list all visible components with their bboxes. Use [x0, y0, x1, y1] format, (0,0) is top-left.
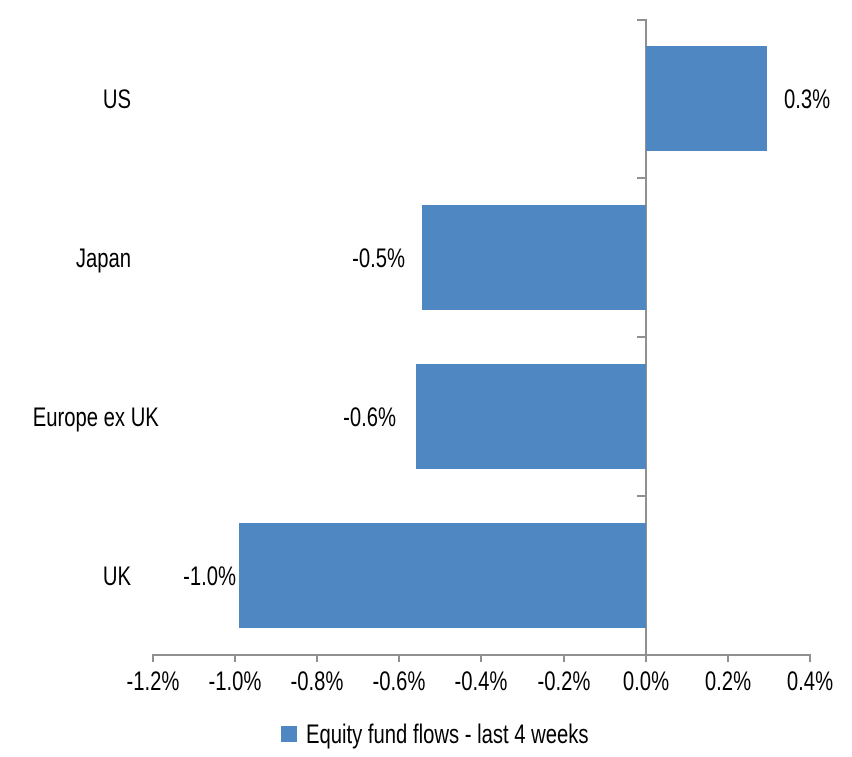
legend: Equity fund flows - last 4 weeks — [153, 716, 810, 752]
data-label-japan: -0.5% — [352, 243, 405, 273]
bar-europe-ex-uk — [416, 364, 646, 469]
x-axis-tick — [234, 654, 236, 662]
x-axis-tick — [398, 654, 400, 662]
zero-axis-line — [645, 19, 647, 662]
legend-swatch — [280, 726, 297, 742]
x-axis-tick — [563, 654, 565, 662]
x-axis-tick-label: 0.2% — [704, 666, 752, 696]
category-boundary-tick — [637, 336, 645, 338]
x-axis-tick-label: -0.2% — [537, 666, 591, 696]
x-axis-tick-label: -1.2% — [126, 666, 180, 696]
x-axis-tick-label: 0.0% — [622, 666, 670, 696]
bar-japan — [422, 205, 646, 310]
category-boundary-tick — [637, 19, 645, 21]
x-axis-tick — [316, 654, 318, 662]
x-axis-tick-label: -0.4% — [454, 666, 508, 696]
category-label-europe-ex-uk: Europe ex UK — [32, 402, 159, 432]
category-label-us: US — [102, 84, 131, 114]
x-axis-tick — [645, 654, 647, 662]
category-label-uk: UK — [102, 561, 131, 591]
data-label-uk: -1.0% — [183, 561, 236, 591]
bar-us — [646, 46, 767, 151]
x-axis-tick — [152, 654, 154, 662]
x-axis-tick — [809, 654, 811, 662]
x-axis-tick-label: -0.8% — [290, 666, 344, 696]
category-boundary-tick — [637, 177, 645, 179]
data-label-us: 0.3% — [784, 84, 831, 114]
x-axis-tick — [480, 654, 482, 662]
x-axis-tick — [727, 654, 729, 662]
x-axis-tick-label: 0.4% — [786, 666, 834, 696]
bar-uk — [239, 523, 646, 628]
category-boundary-tick — [637, 495, 645, 497]
data-label-europe-ex-uk: -0.6% — [343, 402, 396, 432]
x-axis-tick-label: -1.0% — [208, 666, 262, 696]
category-label-japan: Japan — [75, 243, 131, 273]
x-axis-tick-label: -0.6% — [372, 666, 426, 696]
legend-label: Equity fund flows - last 4 weeks — [305, 718, 589, 749]
